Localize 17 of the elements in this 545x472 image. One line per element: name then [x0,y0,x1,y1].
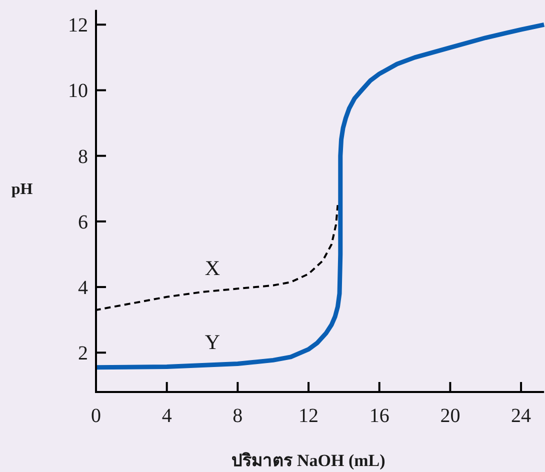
x-tick-label: 24 [511,405,532,427]
x-axis-title: ปริมาตร NaOH (mL) [232,451,386,470]
x-tick-label: 4 [162,405,172,427]
x-tick-label: 20 [440,405,460,427]
x-tick-label: 16 [369,405,390,427]
y-tick-label: 6 [78,211,88,234]
y-tick-label: 2 [78,342,88,365]
x-tick-label: 12 [298,405,319,427]
y-axis-title: pH [11,181,34,198]
y-tick-label: 4 [78,277,88,300]
y-tick-label: 8 [78,146,88,168]
series-label: Y [204,330,220,354]
y-tick-label: 10 [68,80,88,102]
y-tick-label: 12 [68,14,88,37]
x-tick-label: 0 [91,405,101,427]
series-label: X [204,256,220,280]
x-tick-label: 8 [232,405,243,427]
